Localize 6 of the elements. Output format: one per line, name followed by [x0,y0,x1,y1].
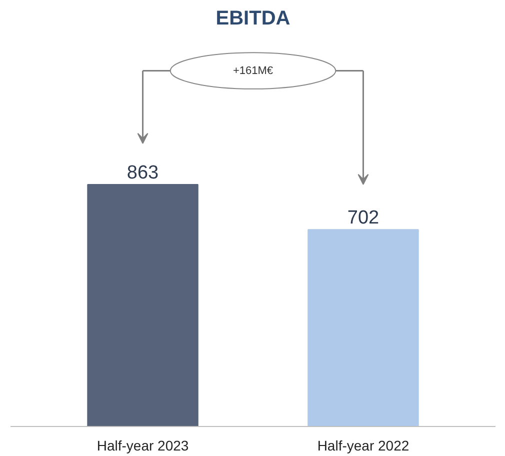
x-tick-label: Half-year 2023 [96,438,189,454]
chart-title: EBITDA [216,8,290,30]
data-label: 702 [347,208,380,229]
x-tick-label: Half-year 2022 [317,438,410,454]
data-label: 863 [126,162,159,184]
text: +161M€ [232,64,274,77]
